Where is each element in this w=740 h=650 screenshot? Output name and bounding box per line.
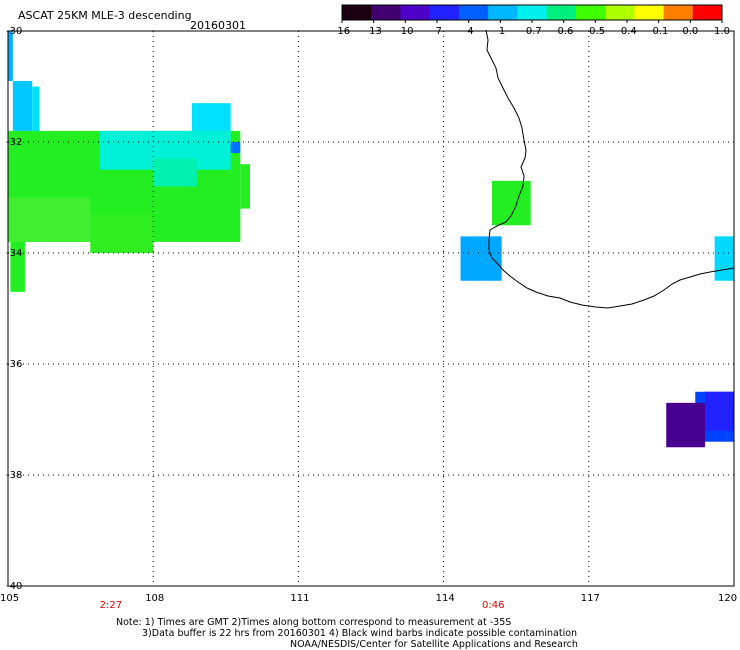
longitude-label: 111 [290, 593, 310, 604]
pass-time-label: 0:46 [482, 600, 505, 611]
latitude-label: -34 [6, 248, 23, 259]
map-title: ASCAT 25KM MLE-3 descending [18, 9, 192, 22]
colorbar-label: 0.0 [682, 26, 699, 37]
colorbar-label: -10 [397, 26, 414, 37]
colorbar-label: -0.1 [648, 26, 669, 37]
colorbar-label: -7 [432, 26, 442, 37]
latitude-label: -40 [6, 581, 23, 592]
colorbar-label: -4 [463, 26, 474, 37]
longitude-label: 108 [145, 593, 165, 604]
wind-data-cells [8, 31, 734, 448]
colorbar-label: -0.4 [617, 26, 637, 37]
longitude-label: 117 [580, 593, 600, 604]
colorbar-label: -0.7 [522, 26, 542, 37]
colorbar-swatch [400, 5, 431, 20]
wind-cell [240, 164, 250, 209]
wind-cell [714, 236, 734, 281]
latitude-label: -32 [6, 137, 23, 148]
wind-cell [8, 197, 91, 242]
colorbar-swatch [575, 5, 606, 20]
colorbar-swatch [342, 5, 372, 20]
colorbar [341, 4, 723, 23]
colorbar-label: -0.5 [585, 26, 606, 37]
wind-cell [666, 402, 705, 448]
colorbar-swatch [488, 5, 518, 20]
latitude-label: -30 [6, 26, 23, 37]
colorbar-label: -16 [333, 26, 351, 37]
note-line-3: NOAA/NESDIS/Center for Satellite Applica… [290, 639, 578, 650]
colorbar-swatch [546, 5, 577, 20]
wind-cell [32, 86, 40, 137]
longitude-label: 120 [718, 593, 738, 604]
colorbar-label: -1 [495, 26, 506, 37]
wind-cell [460, 236, 502, 281]
colorbar-swatch [517, 5, 548, 20]
map-date: 20160301 [190, 19, 246, 32]
colorbar-swatch [458, 5, 489, 20]
wind-cell [8, 31, 13, 81]
note-line-2: 3)Data buffer is 22 hrs from 20160301 4)… [142, 628, 578, 639]
colorbar-swatch [692, 5, 723, 20]
latitude-label: -36 [6, 359, 23, 370]
colorbar-swatch [634, 5, 665, 20]
wind-cell [492, 180, 531, 226]
wind-cell [704, 391, 734, 431]
latitude-label: -38 [6, 470, 23, 481]
note-line-1: Note: 1) Times are GMT 2)Times along bot… [116, 617, 512, 628]
colorbar-label: -13 [365, 26, 382, 37]
map-frame [7, 30, 735, 587]
wind-cell [230, 142, 241, 154]
wind-cell [12, 80, 33, 131]
coastline [485, 29, 735, 309]
colorbar-label: 1.0 [714, 26, 730, 37]
wind-cell [90, 214, 154, 253]
colorbar-swatch [663, 5, 694, 20]
colorbar-label: -0.6 [553, 26, 574, 37]
wind-cell [10, 241, 25, 292]
lat-lon-grid [8, 31, 734, 586]
colorbar-swatch [429, 5, 460, 20]
colorbar-swatch [371, 5, 401, 20]
longitude-label: 114 [435, 593, 455, 604]
pass-time-label: 2:27 [99, 600, 123, 611]
colorbar-swatch [605, 5, 635, 20]
wind-cell [153, 158, 197, 187]
longitude-label: 105 [0, 593, 20, 604]
